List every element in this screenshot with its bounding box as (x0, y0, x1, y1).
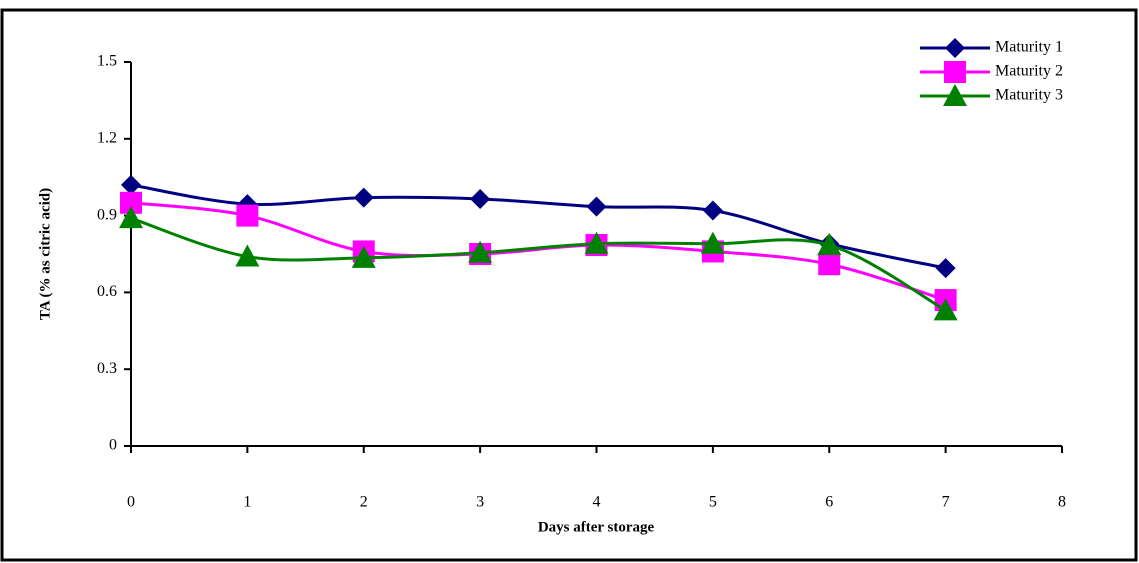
y-tick-label: 0.9 (97, 206, 117, 223)
frame (0, 8, 1138, 562)
marker (470, 188, 491, 209)
legend-marker (943, 84, 967, 106)
marker (933, 298, 958, 321)
x-axis-title: Days after storage (538, 519, 655, 535)
y-tick-label: 0 (109, 437, 117, 454)
marker (235, 244, 260, 267)
marker (236, 204, 259, 227)
x-tick-label: 7 (942, 494, 950, 511)
marker (818, 253, 841, 276)
x-tick-label: 2 (360, 494, 368, 511)
x-tick-label: 8 (1058, 494, 1066, 511)
marker (584, 231, 609, 254)
y-tick-label: 1.2 (97, 129, 117, 146)
y-axis-title: TA (% as citric acid) (37, 188, 53, 320)
marker (702, 200, 723, 221)
series-line (130, 183, 946, 270)
marker (121, 174, 141, 195)
legend-marker (944, 61, 966, 83)
x-tick-label: 6 (825, 494, 833, 511)
marker (353, 187, 374, 208)
marker (935, 258, 956, 279)
legend-label: Maturity 1 (995, 39, 1063, 56)
y-tick-label: 0.6 (97, 283, 117, 300)
marker (119, 206, 143, 229)
legend-label: Maturity 3 (995, 87, 1063, 104)
marker (468, 240, 493, 263)
y-tick-label: 1.5 (97, 53, 117, 70)
marker (120, 191, 142, 214)
y-tick-label: 0.3 (97, 360, 117, 377)
x-tick-label: 5 (709, 494, 717, 511)
marker (817, 233, 842, 256)
legend-marker (945, 38, 965, 58)
x-tick-label: 0 (127, 494, 135, 511)
x-tick-label: 4 (593, 494, 601, 511)
marker (586, 196, 607, 217)
x-tick-label: 1 (243, 494, 251, 511)
marker (351, 245, 376, 268)
legend-label: Maturity 2 (995, 63, 1063, 80)
marker (700, 231, 725, 254)
x-tick-label: 3 (476, 494, 484, 511)
